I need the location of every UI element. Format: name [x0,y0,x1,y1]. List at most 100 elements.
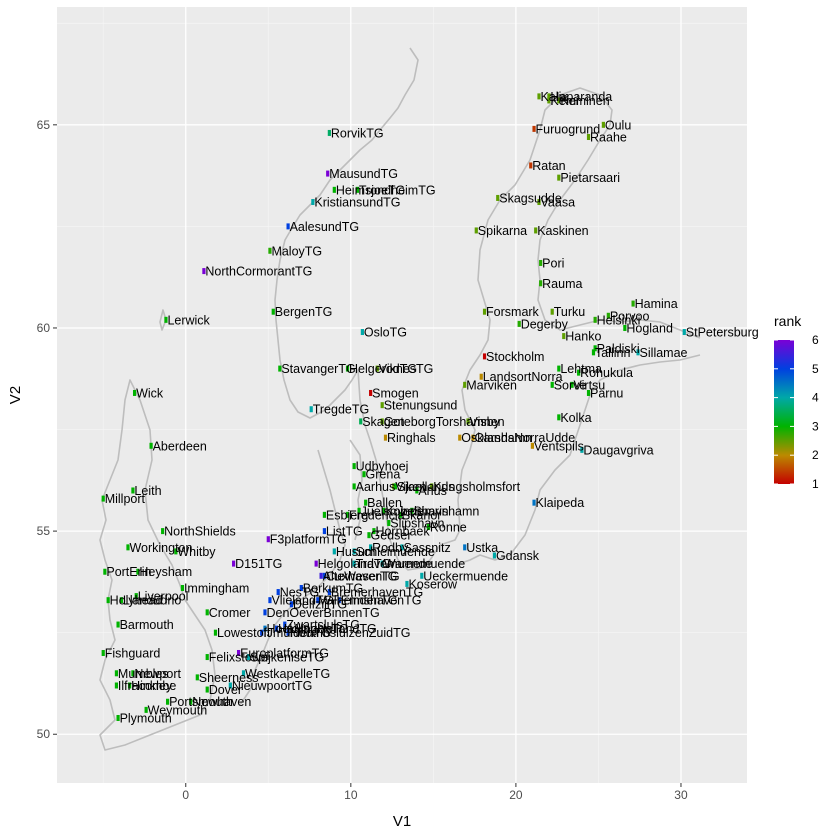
station-label: TregdeTG [313,403,370,417]
station-point [539,259,543,266]
station-point [274,625,279,632]
x-axis-ticks: 0 10 20 30 [182,783,688,802]
station-point [547,97,551,104]
x-tick-label: 20 [509,788,523,802]
station-label: Hornbaek [375,525,430,539]
station-point [586,134,591,141]
station-label: Esbjerg [326,508,368,522]
station-point [352,560,356,567]
station-point [362,471,366,478]
station-point [144,706,148,713]
station-point [106,597,110,604]
station-label: Aarhus [356,480,396,494]
station-point [364,499,368,506]
x-axis-title: V1 [393,813,411,830]
station-label: Oskarshamn [461,431,532,445]
station-label: Marviken [466,378,517,392]
legend-tick-label: 4 [812,391,819,405]
station-points [101,93,686,721]
station-point [355,186,360,193]
station-point [458,434,462,441]
station-label: WilhelmshavenTG [319,594,421,608]
station-point [134,593,138,600]
station-point [482,353,487,360]
station-label: ZwartslulsTG [286,618,360,632]
coastline-outline [99,47,701,751]
station-label: Slipshavn [390,516,444,530]
station-point [263,625,267,632]
station-point [326,170,330,177]
station-point [352,483,356,490]
station-label: BergenTG [275,305,333,319]
station-label: Lerwick [167,313,210,327]
station-label: AlteWeserTG [323,569,398,583]
station-label: Ueckermuende [423,569,508,583]
x-tick-label: 10 [344,788,358,802]
station-label: OlandsNorraUdde [474,431,575,445]
station-label: DelfzijlTG [293,598,347,612]
station-point [266,536,270,543]
station-label: Porvoo [610,309,650,323]
y-axis-ticks: 50 55 60 65 [37,118,57,741]
station-label: SpijkeniseTG [250,651,324,665]
station-label: Virtsu [574,378,606,392]
legend-tick-label: 1 [812,477,819,491]
station-label: AalesundTG [290,220,359,234]
station-label: Vaasa [541,196,576,210]
station-point [636,349,640,356]
station-label: Hinkley [131,679,173,693]
station-label: Lehtma [560,362,602,376]
station-point [149,442,153,449]
station-point [550,308,554,315]
station-point [380,560,384,567]
station-label: Ronne [430,521,467,535]
station-point [128,682,132,689]
station-label: EuroplatformTG [240,646,329,660]
station-point [400,544,404,551]
station-label: Tallinn [595,346,630,360]
station-label: CuxhavenTG [326,569,400,583]
station-label: MaloyTG [271,244,322,258]
station-point [382,507,386,514]
station-point [463,381,467,388]
station-label: Kemi [550,94,578,108]
station-label: Wick [136,386,164,400]
station-point [311,199,315,206]
station-label: Raahe [590,131,627,145]
station-label: Workington [129,541,192,555]
station-point [471,434,475,441]
station-label: Juelsminde [361,504,424,518]
station-point [631,300,635,307]
x-tick-label: 30 [674,788,688,802]
station-label: D151TG [235,557,282,571]
station-point [532,499,536,506]
station-label: IJmuidenTG [263,626,331,640]
station-point [557,97,561,104]
station-label: Ilfracombe [118,679,176,693]
station-point [682,329,686,336]
station-point [278,365,282,372]
y-tick-label: 55 [37,524,51,538]
station-point [466,418,470,425]
station-label: Dover [209,683,242,697]
station-label: DenOeverBinnenTG [266,606,379,620]
station-label: WestkapelleTG [245,667,330,681]
station-label: Hamina [635,297,678,311]
station-label: Klaipeda [536,496,585,510]
station-label: Ahus [418,484,447,498]
station-point [529,162,533,169]
station-point [101,495,105,502]
station-label: LandsortNorra [483,370,563,384]
station-label: Liverpool [138,590,189,604]
major-gridlines [57,7,747,783]
station-label: HoutribsluizenZuidTG [290,626,411,640]
station-label: BremerhavenTG [331,586,423,600]
station-label: Kaskinen [537,224,588,238]
station-point [557,365,561,372]
station-point [530,442,535,449]
station-point [387,519,391,526]
station-label: Turku [554,305,586,319]
station-point [309,406,313,413]
station-point [180,584,185,591]
